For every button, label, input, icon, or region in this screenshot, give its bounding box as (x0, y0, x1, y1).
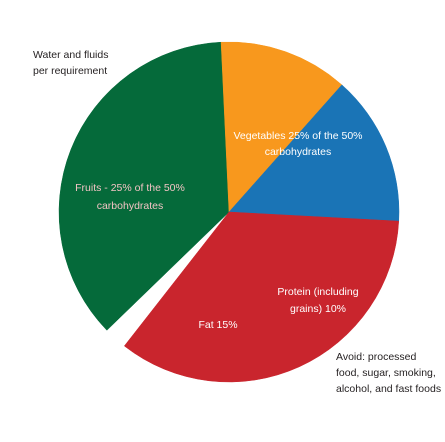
label-protein: Protein (including grains) 10% (277, 286, 358, 315)
label-fat: Fat 15% (198, 319, 237, 331)
annotation-water: Water and fluids per requirement (33, 49, 108, 77)
annotations: Water and fluids per requirement Avoid: pr… (33, 49, 441, 395)
slice-protein-including-grains-10 (220, 41, 343, 213)
slice-vegetables-25-of-the-50-carbohydrates (58, 41, 230, 331)
label-fruits: Fruits - 25% of the 50% carbohydrates (75, 182, 185, 212)
annotation-avoid: Avoid: processed food, sugar, smoking, alc… (336, 351, 441, 395)
label-vegetables: Vegetables 25% of the 50% carbohydrates (233, 130, 362, 158)
pie-slices (58, 41, 400, 383)
slice-fruits-25-of-the-50-carbohydrates (123, 211, 400, 383)
pie-labels: Vegetables 25% of the 50% carbohydrates Fr… (75, 130, 362, 331)
slice-fat-15 (228, 84, 400, 222)
